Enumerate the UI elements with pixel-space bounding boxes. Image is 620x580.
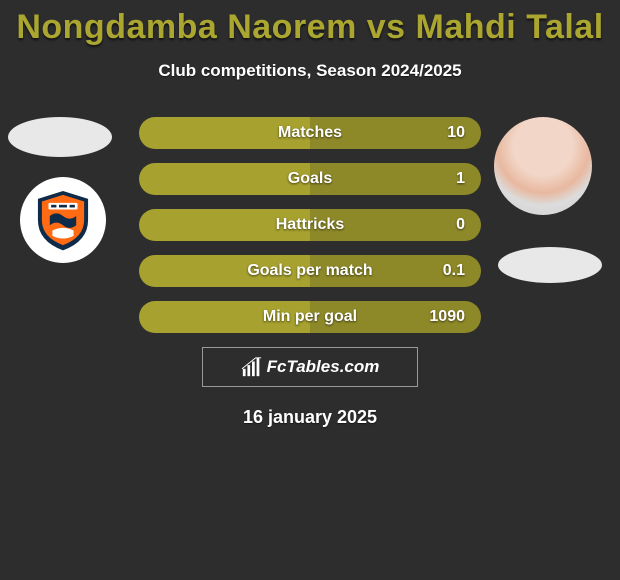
stat-bar: Min per goal1090 <box>139 301 481 333</box>
stat-bar-value-right: 0 <box>456 216 465 234</box>
player-right-club-badge <box>498 247 602 283</box>
stat-bar-label: Goals <box>139 170 481 188</box>
stat-bar: Goals1 <box>139 163 481 195</box>
comparison-content: Matches10Goals1Hattricks0Goals per match… <box>0 117 620 428</box>
stat-bar-value-right: 1090 <box>429 308 465 326</box>
stat-bar: Matches10 <box>139 117 481 149</box>
player-left-club-badge <box>20 177 106 263</box>
infographic-root: Nongdamba Naorem vs Mahdi Talal Club com… <box>0 0 620 428</box>
stat-bar-label: Matches <box>139 124 481 142</box>
player-right-avatar <box>494 117 592 215</box>
infographic-date: 16 january 2025 <box>0 407 620 428</box>
stat-bar: Hattricks0 <box>139 209 481 241</box>
page-title: Nongdamba Naorem vs Mahdi Talal <box>0 8 620 47</box>
stat-bar-label: Hattricks <box>139 216 481 234</box>
bar-chart-icon <box>241 356 263 378</box>
player-left-avatar <box>8 117 112 157</box>
footer-brand-box: FcTables.com <box>202 347 418 387</box>
stat-bar-label: Goals per match <box>139 262 481 280</box>
fc-goa-badge-icon <box>30 187 96 253</box>
subtitle: Club competitions, Season 2024/2025 <box>0 61 620 81</box>
footer-brand-text: FcTables.com <box>267 357 380 377</box>
stat-bar-value-right: 10 <box>447 124 465 142</box>
stat-bar-value-right: 0.1 <box>443 262 465 280</box>
stat-bar-value-right: 1 <box>456 170 465 188</box>
stat-bars: Matches10Goals1Hattricks0Goals per match… <box>139 117 481 333</box>
stat-bar: Goals per match0.1 <box>139 255 481 287</box>
